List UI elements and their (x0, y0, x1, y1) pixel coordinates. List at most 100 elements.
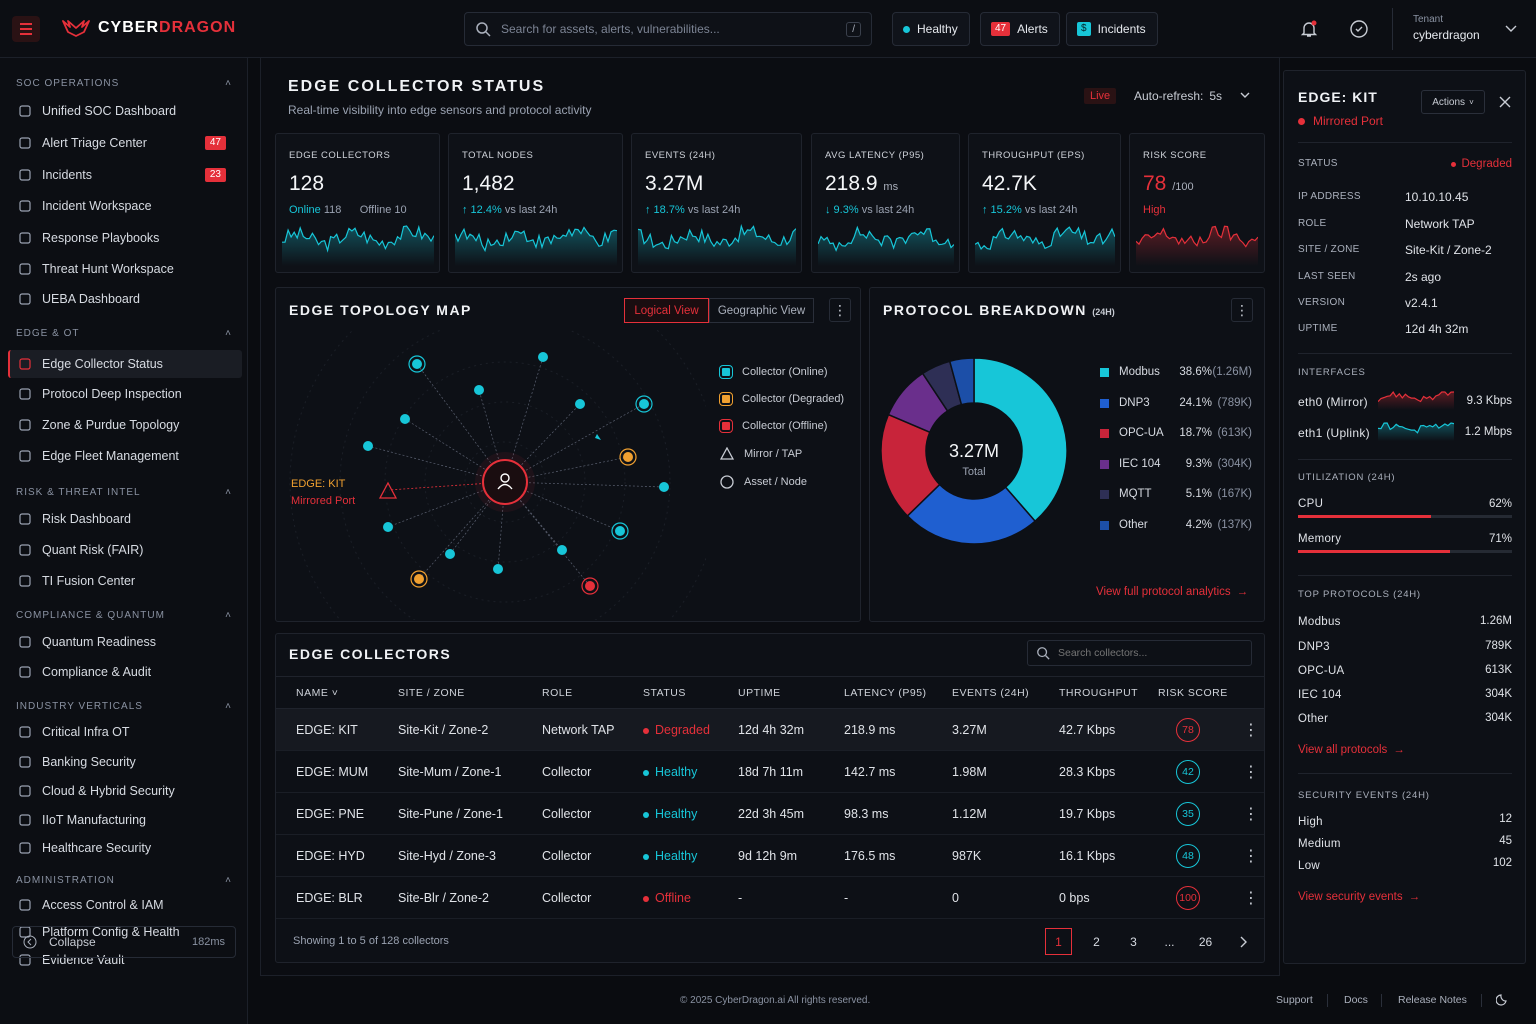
sidebar-item-platform-config-health[interactable]: Platform Config & Health (8, 918, 242, 946)
sidebar-item-threat-hunt-workspace[interactable]: Threat Hunt Workspace (8, 255, 242, 283)
menu-button[interactable] (12, 16, 40, 42)
sidebar-item-incident-workspace[interactable]: Incident Workspace (8, 192, 242, 220)
collector-node[interactable] (383, 522, 393, 532)
page-26[interactable]: 26 (1198, 934, 1213, 949)
search-input[interactable] (501, 22, 837, 36)
auto-refresh-select[interactable]: Auto-refresh: 5s (1134, 89, 1252, 103)
collector-node[interactable] (623, 452, 633, 462)
col-status[interactable]: STATUS (643, 676, 738, 709)
sidebar-item-unified-soc-dashboard[interactable]: Unified SOC Dashboard (8, 97, 242, 125)
sidebar-item-zone-purdue-topology[interactable]: Zone & Purdue Topology (8, 411, 242, 439)
table-row[interactable]: EDGE: MUM Site-Mum / Zone-1 Collector Healt… (276, 750, 1264, 793)
collector-node[interactable] (445, 549, 455, 559)
kpi-events[interactable]: EVENTS (24H) 3.27M ↑ 18.7% vs last 24h (631, 133, 802, 273)
protocol-donut-chart[interactable] (880, 353, 1070, 549)
mirror-tap-icon[interactable] (378, 481, 398, 499)
notifications-button[interactable] (1298, 18, 1320, 40)
incidents-button[interactable]: $ Incidents (1066, 12, 1158, 46)
topology-map[interactable] (276, 330, 706, 620)
row-more-button[interactable]: ⋮ (1238, 876, 1264, 919)
collapse-button[interactable]: Collapse 182ms (12, 926, 236, 958)
topology-more-button[interactable]: ⋮ (829, 298, 851, 322)
collector-node[interactable] (363, 441, 373, 451)
collector-node[interactable] (639, 399, 649, 409)
view-security-events-link[interactable]: View security events → (1298, 891, 1420, 903)
moon-icon[interactable] (1496, 992, 1510, 1006)
collector-node[interactable] (400, 414, 410, 424)
kpi-latency[interactable]: AVG LATENCY (P95) 218.9 ms ↓ 9.3% vs las… (811, 133, 960, 273)
row-more-button[interactable]: ⋮ (1238, 750, 1264, 793)
col-risk[interactable]: RISK SCORE (1158, 676, 1238, 709)
col-role[interactable]: ROLE (542, 676, 643, 709)
collectors-search[interactable] (1027, 640, 1252, 666)
collector-node[interactable] (493, 564, 503, 574)
collector-node[interactable] (412, 359, 422, 369)
close-icon[interactable] (1499, 96, 1511, 108)
col-uptime[interactable]: UPTIME (738, 676, 844, 709)
table-row[interactable]: EDGE: PNE Site-Pune / Zone-1 Collector Heal… (276, 792, 1264, 835)
collector-node[interactable] (575, 399, 585, 409)
collector-node[interactable] (615, 526, 625, 536)
sidebar-item-ti-fusion-center[interactable]: TI Fusion Center (8, 567, 242, 595)
kpi-total-nodes[interactable]: TOTAL NODES 1,482 ↑ 12.4% vs last 24h (448, 133, 623, 273)
logical-view-tab[interactable]: Logical View (624, 298, 709, 323)
collectors-search-input[interactable] (1058, 647, 1243, 659)
col-latency[interactable]: LATENCY (P95) (844, 676, 952, 709)
sidebar-item-protocol-deep-inspection[interactable]: Protocol Deep Inspection (8, 380, 242, 408)
collector-node[interactable] (538, 352, 548, 362)
sidebar-item-banking-security[interactable]: Banking Security (8, 748, 242, 776)
sidebar-item-incidents[interactable]: Incidents 23 (8, 161, 242, 189)
protocol-more-button[interactable]: ⋮ (1231, 298, 1253, 322)
table-row[interactable]: EDGE: KIT Site-Kit / Zone-2 Network TAP Deg… (276, 708, 1264, 751)
col-throughput[interactable]: THROUGHPUT (1059, 676, 1158, 709)
page-2[interactable]: 2 (1093, 934, 1100, 949)
sidebar-item-quant-risk-fair-[interactable]: Quant Risk (FAIR) (8, 536, 242, 564)
protocol-legend-dnp3[interactable]: DNP3 24.1% (789K) (1100, 397, 1252, 409)
sidebar-section-header[interactable]: ADMINISTRATION ˄ (16, 875, 232, 886)
table-row[interactable]: EDGE: HYD Site-Hyd / Zone-3 Collector Healt… (276, 834, 1264, 877)
row-more-button[interactable]: ⋮ (1238, 792, 1264, 835)
collector-node[interactable] (414, 574, 424, 584)
sidebar-section-header[interactable]: EDGE & OT ˄ (16, 328, 232, 339)
sidebar-item-critical-infra-ot[interactable]: Critical Infra OT (8, 718, 242, 746)
sidebar-item-edge-collector-status[interactable]: Edge Collector Status (8, 350, 242, 378)
alerts-button[interactable]: 47 Alerts (980, 12, 1060, 46)
protocol-analytics-link[interactable]: View full protocol analytics → (1096, 586, 1248, 598)
col-events[interactable]: EVENTS (24H) (952, 676, 1059, 709)
sidebar-item-access-control-iam[interactable]: Access Control & IAM (8, 891, 242, 919)
protocol-legend-opc-ua[interactable]: OPC-UA 18.7% (613K) (1100, 427, 1252, 439)
health-status-button[interactable]: Healthy (892, 12, 970, 46)
page-1[interactable]: 1 (1045, 928, 1072, 955)
chevron-down-icon[interactable] (1505, 25, 1517, 33)
table-row[interactable]: EDGE: BLR Site-Blr / Zone-2 Collector Offli… (276, 876, 1264, 919)
row-more-button[interactable]: ⋮ (1238, 708, 1264, 751)
support-link[interactable]: Support (1276, 994, 1313, 1006)
sidebar-item-edge-fleet-management[interactable]: Edge Fleet Management (8, 442, 242, 470)
collector-node[interactable] (474, 385, 484, 395)
protocol-legend-iec-104[interactable]: IEC 104 9.3% (304K) (1100, 458, 1252, 470)
collector-node[interactable] (557, 545, 567, 555)
sidebar-item-response-playbooks[interactable]: Response Playbooks (8, 224, 242, 252)
sidebar-item-iiot-manufacturing[interactable]: IIoT Manufacturing (8, 806, 242, 834)
next-page-button[interactable] (1229, 928, 1256, 955)
sidebar-section-header[interactable]: RISK & THREAT INTEL ˄ (16, 487, 232, 498)
collector-node[interactable] (659, 482, 669, 492)
collector-node[interactable] (585, 581, 595, 591)
release-notes-link[interactable]: Release Notes (1398, 994, 1467, 1006)
brand-logo[interactable]: CYBERDRAGON (62, 18, 236, 38)
sidebar-item-healthcare-security[interactable]: Healthcare Security (8, 834, 242, 862)
protocol-legend-mqtt[interactable]: MQTT 5.1% (167K) (1100, 488, 1252, 500)
geographic-view-tab[interactable]: Geographic View (709, 298, 814, 323)
tenant-switcher[interactable]: Tenant cyberdragon (1392, 8, 1480, 50)
sidebar-item-quantum-readiness[interactable]: Quantum Readiness (8, 628, 242, 656)
col-name[interactable]: NAME ˅ (276, 676, 398, 709)
page-3[interactable]: 3 (1130, 934, 1137, 949)
global-search[interactable]: / (464, 12, 872, 46)
sidebar-item-compliance-audit[interactable]: Compliance & Audit (8, 658, 242, 686)
sidebar-item-cloud-hybrid-security[interactable]: Cloud & Hybrid Security (8, 777, 242, 805)
sidebar-section-header[interactable]: INDUSTRY VERTICALS ˄ (16, 701, 232, 712)
sidebar-item-alert-triage-center[interactable]: Alert Triage Center 47 (8, 129, 242, 157)
sidebar-section-header[interactable]: COMPLIANCE & QUANTUM ˄ (16, 610, 232, 621)
sidebar-section-header[interactable]: SOC OPERATIONS ˄ (16, 78, 232, 89)
sidebar-item-evidence-vault[interactable]: Evidence Vault (8, 946, 242, 974)
